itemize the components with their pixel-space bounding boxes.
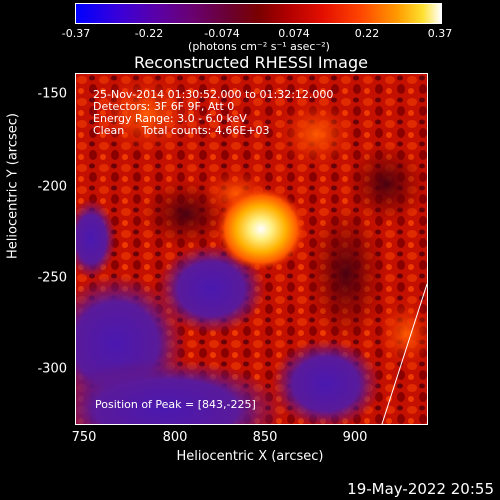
colorbar-tick: 0.22 [354,27,380,40]
x-tick: 750 [71,430,97,445]
colorbar-tick: 0.074 [278,27,310,40]
x-axis-label: Heliocentric X (arcsec) [176,449,324,464]
y-tick: -300 [37,361,67,377]
rhessi-image-canvas [76,74,427,424]
rhessi-image: 25-Nov-2014 01:30:52.000 to 01:32:12.000… [75,73,428,425]
image-title: Reconstructed RHESSI Image [134,53,368,72]
peak-position-label: Position of Peak = [843,-225] [95,398,256,411]
colorbar-tick: -0.37 [61,27,91,40]
energy-range-label: Energy Range: 3.0 - 6.0 keV [93,112,247,125]
x-tick: 800 [162,430,188,445]
colorbar-tick: 0.37 [427,27,453,40]
colorbar-tick: -0.074 [204,27,240,40]
render-timestamp: 19-May-2022 20:55 [347,480,494,498]
colorbar [75,3,442,24]
y-tick: -150 [37,86,67,102]
y-tick: -250 [37,270,67,286]
method-counts-label: Clean Total counts: 4.66E+03 [93,124,270,137]
x-tick: 850 [252,430,278,445]
y-axis-label-text: Heliocentric Y (arcsec) [5,113,21,259]
y-tick: -200 [37,179,67,195]
y-axis-label: Heliocentric Y (arcsec) [6,113,21,259]
colorbar-tick: -0.22 [134,27,164,40]
colorbar-unit: (photons cm⁻² s⁻¹ asec⁻²) [188,40,330,53]
detectors-label: Detectors: 3F 6F 9F, Att 0 [93,100,235,113]
x-tick: 900 [342,430,368,445]
time-range-label: 25-Nov-2014 01:30:52.000 to 01:32:12.000 [93,88,334,101]
